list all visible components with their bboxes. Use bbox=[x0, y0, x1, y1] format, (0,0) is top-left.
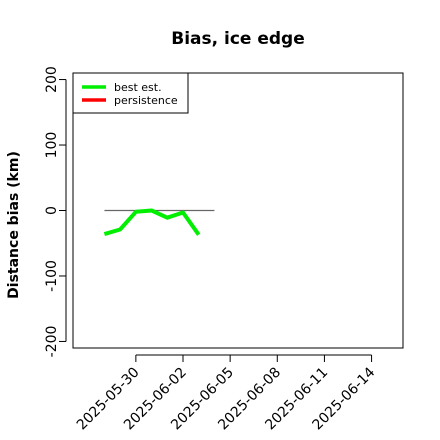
y-axis-label: Distance bias (km) bbox=[6, 151, 22, 299]
y-tick-label: -200 bbox=[44, 326, 60, 358]
series-line-best-est bbox=[103, 208, 201, 237]
y-tick-label: 200 bbox=[44, 66, 60, 93]
legend: best est.persistence bbox=[72, 72, 189, 114]
series-layer bbox=[103, 208, 201, 237]
y-tick-label: 0 bbox=[44, 206, 60, 215]
plot-frame bbox=[72, 72, 404, 349]
x-axis: 2025-05-302025-06-022025-06-052025-06-08… bbox=[74, 354, 378, 433]
legend-label: best est. bbox=[114, 81, 162, 94]
chart-title: Bias, ice edge bbox=[171, 29, 305, 49]
y-tick-label: -100 bbox=[44, 260, 60, 292]
y-axis: -200 -100 0 100 200 bbox=[44, 66, 67, 358]
legend-box bbox=[72, 72, 189, 114]
legend-label: persistence bbox=[114, 94, 178, 107]
y-tick-label: 100 bbox=[44, 132, 60, 159]
